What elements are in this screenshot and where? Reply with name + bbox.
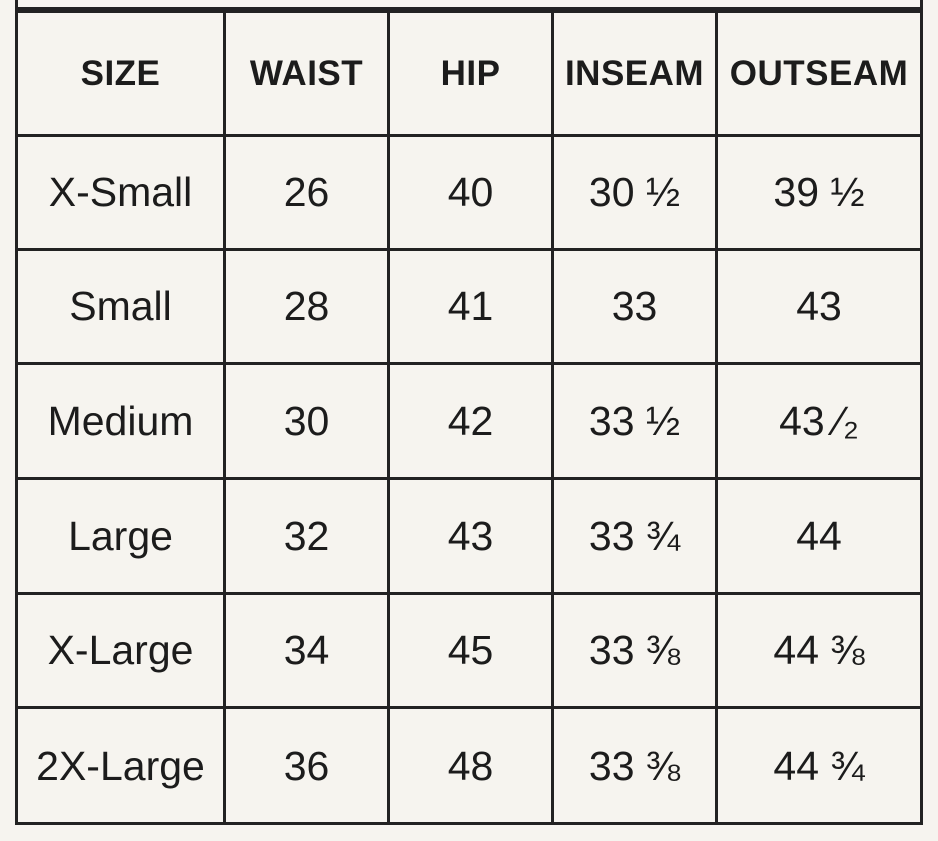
cell-hip: 41 bbox=[390, 251, 554, 365]
cell-hip: 48 bbox=[390, 709, 554, 824]
cell-waist: 30 bbox=[226, 365, 390, 480]
cell-outseam: 44 bbox=[718, 480, 920, 595]
cell-waist: 36 bbox=[226, 709, 390, 824]
table-top-border bbox=[15, 0, 923, 10]
cell-hip: 42 bbox=[390, 365, 554, 480]
cell-inseam: 33 ⅜ bbox=[554, 709, 718, 824]
cell-waist: 34 bbox=[226, 595, 390, 709]
cell-hip: 45 bbox=[390, 595, 554, 709]
cell-inseam: 33 ½ bbox=[554, 365, 718, 480]
cell-size: Small bbox=[18, 251, 226, 365]
cell-inseam: 33 ⅜ bbox=[554, 595, 718, 709]
header-inseam: INSEAM bbox=[554, 13, 718, 137]
cell-inseam: 30 ½ bbox=[554, 137, 718, 251]
header-waist: WAIST bbox=[226, 13, 390, 137]
cell-inseam: 33 bbox=[554, 251, 718, 365]
cell-inseam: 33 ¾ bbox=[554, 480, 718, 595]
cell-waist: 28 bbox=[226, 251, 390, 365]
cell-size: X-Large bbox=[18, 595, 226, 709]
cell-size: X-Small bbox=[18, 137, 226, 251]
cell-outseam: 44 ¾ bbox=[773, 743, 865, 789]
cell-hip: 43 bbox=[390, 480, 554, 595]
header-outseam: OUTSEAM bbox=[718, 13, 920, 137]
cell-size: Medium bbox=[18, 365, 226, 480]
cell-outseam: 39 ½ bbox=[718, 137, 920, 251]
header-size: SIZE bbox=[18, 13, 226, 137]
cell-waist: 26 bbox=[226, 137, 390, 251]
cell-outseam: 43 ⁄₂ bbox=[718, 365, 920, 480]
cell-hip: 40 bbox=[390, 137, 554, 251]
size-chart-table: SIZE WAIST HIP INSEAM OUTSEAM X-Small 26… bbox=[15, 10, 923, 825]
cell-waist: 32 bbox=[226, 480, 390, 595]
cell-outseam: 44 ⅜ bbox=[718, 595, 920, 709]
header-hip: HIP bbox=[390, 13, 554, 137]
cell-outseam: 43 bbox=[718, 251, 920, 365]
cell-size: 2X-Large bbox=[18, 709, 226, 824]
cell-size: Large bbox=[18, 480, 226, 595]
